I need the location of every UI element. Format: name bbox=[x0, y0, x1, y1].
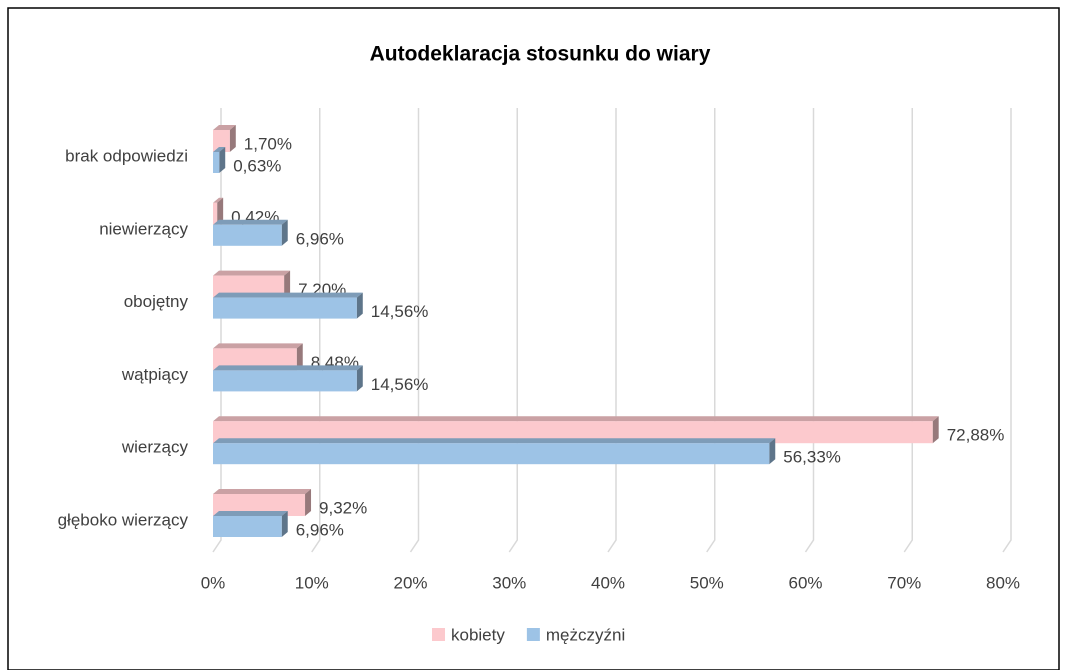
bar bbox=[213, 370, 357, 392]
data-label: 72,88% bbox=[947, 426, 1005, 445]
bar-side bbox=[284, 270, 291, 298]
data-label: 0,63% bbox=[233, 156, 281, 175]
bar bbox=[213, 202, 218, 225]
bar-side bbox=[217, 197, 224, 225]
bar-top bbox=[213, 219, 288, 225]
bar-side bbox=[305, 489, 312, 516]
y-tick-label: wątpiący bbox=[121, 365, 189, 384]
bar-side bbox=[219, 147, 226, 173]
data-label: 6,96% bbox=[296, 520, 344, 539]
bar-top bbox=[213, 147, 226, 152]
bar-side bbox=[281, 511, 288, 537]
bar-side bbox=[769, 438, 776, 465]
bar-top bbox=[213, 292, 363, 298]
bar-top bbox=[213, 438, 776, 444]
x-tick-label: 20% bbox=[393, 573, 427, 592]
data-label: 9,32% bbox=[319, 498, 367, 517]
bar bbox=[213, 516, 282, 537]
bar-side bbox=[281, 219, 288, 246]
y-tick-label: obojętny bbox=[124, 292, 189, 311]
grid-line bbox=[409, 108, 420, 553]
legend-label: mężczyźni bbox=[546, 625, 625, 644]
grid-line bbox=[607, 108, 617, 553]
bar bbox=[213, 443, 770, 465]
bar bbox=[213, 494, 306, 516]
bar bbox=[213, 130, 230, 152]
y-tick-label: wierzący bbox=[121, 438, 189, 457]
y-tick-label: brak odpowiedzi bbox=[65, 146, 188, 165]
grid-line bbox=[212, 108, 222, 553]
bar-side bbox=[932, 416, 939, 444]
legend-label: kobiety bbox=[451, 625, 505, 644]
bar bbox=[213, 275, 285, 298]
x-tick-label: 30% bbox=[492, 573, 526, 592]
x-tick-label: 50% bbox=[690, 573, 724, 592]
x-tick-label: 10% bbox=[295, 573, 329, 592]
bar-top bbox=[213, 197, 224, 203]
bar-side bbox=[356, 292, 363, 319]
x-tick-label: 40% bbox=[591, 573, 625, 592]
bar bbox=[213, 421, 933, 444]
bar bbox=[213, 224, 282, 246]
bar-top bbox=[213, 489, 312, 494]
legend-swatch bbox=[526, 628, 540, 641]
bar-side bbox=[356, 365, 363, 392]
data-label: 14,56% bbox=[371, 375, 429, 394]
bar bbox=[213, 297, 357, 319]
grid-line bbox=[706, 108, 716, 553]
x-tick-label: 60% bbox=[788, 573, 822, 592]
grid-line bbox=[311, 108, 321, 553]
grid-line bbox=[903, 108, 913, 553]
frame bbox=[7, 7, 1060, 670]
data-label: 14,56% bbox=[371, 302, 429, 321]
bar-top bbox=[213, 365, 363, 371]
bar-side bbox=[229, 125, 236, 152]
grid-line bbox=[1002, 108, 1012, 553]
y-tick-label: niewierzący bbox=[99, 219, 188, 238]
y-tick-label: głęboko wierzący bbox=[58, 510, 189, 529]
bar-top bbox=[213, 416, 939, 422]
grid-line bbox=[508, 108, 518, 553]
chart-title: Autodeklaracja stosunku do wiary bbox=[370, 43, 711, 66]
bar-top bbox=[213, 125, 236, 130]
data-label: 6,96% bbox=[296, 229, 344, 248]
bar-side bbox=[296, 343, 303, 371]
bar-top bbox=[213, 511, 288, 516]
data-label: 1,70% bbox=[244, 134, 292, 153]
x-tick-label: 0% bbox=[201, 573, 226, 592]
grid-line bbox=[804, 108, 815, 553]
bar-top bbox=[213, 343, 303, 349]
bar-top bbox=[213, 270, 291, 276]
bar bbox=[213, 152, 220, 173]
x-tick-label: 70% bbox=[887, 573, 921, 592]
data-label: 56,33% bbox=[783, 448, 841, 467]
x-tick-label: 80% bbox=[986, 573, 1020, 592]
legend-swatch bbox=[432, 628, 445, 641]
bar bbox=[213, 348, 297, 371]
